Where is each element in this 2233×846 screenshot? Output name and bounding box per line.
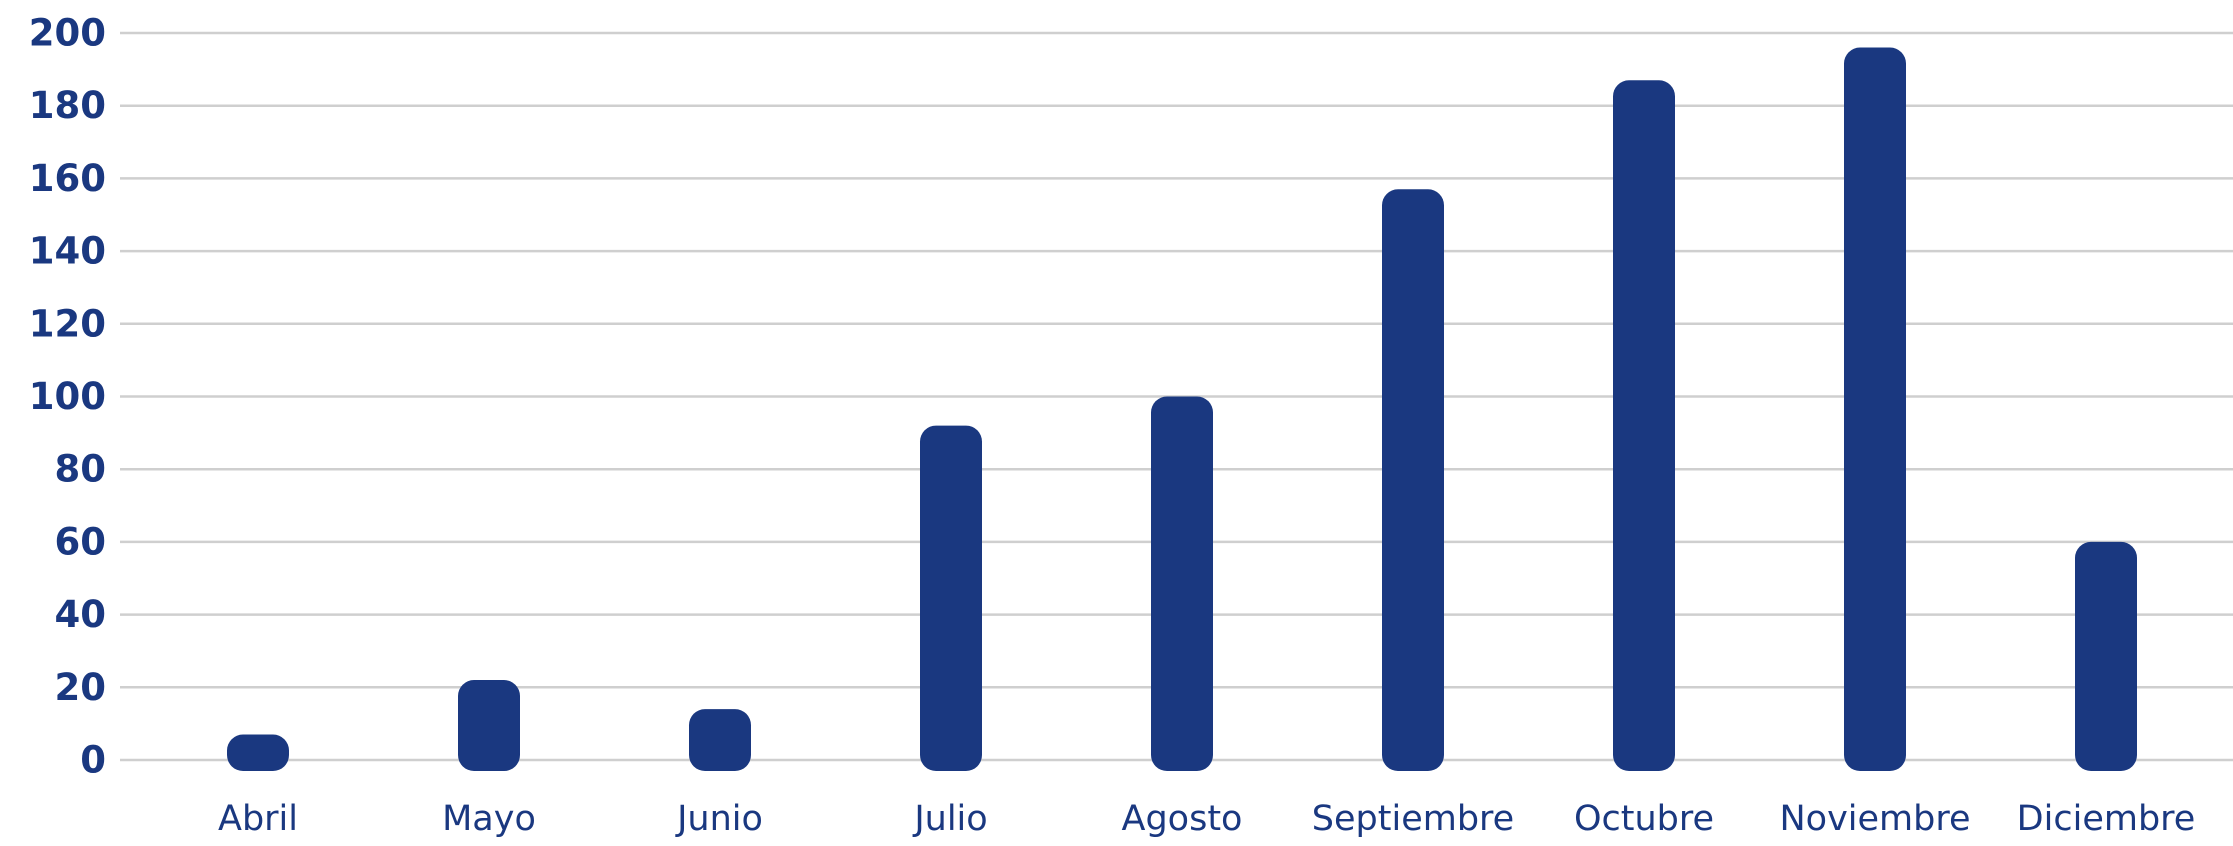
- x-tick-label-octubre: Octubre: [1574, 799, 1714, 839]
- bar-noviembre: [1844, 48, 1906, 771]
- bar-octubre: [1613, 80, 1675, 771]
- y-tick-label: 200: [29, 12, 106, 55]
- y-tick-label: 140: [29, 230, 106, 273]
- y-tick-label: 20: [55, 666, 107, 709]
- x-tick-label-agosto: Agosto: [1122, 799, 1243, 839]
- bar-junio: [689, 709, 751, 771]
- bar-mayo: [458, 680, 520, 771]
- x-tick-label-septiembre: Septiembre: [1312, 799, 1514, 839]
- y-tick-label: 100: [29, 375, 106, 418]
- y-tick-label: 60: [55, 520, 107, 563]
- x-tick-label-julio: Julio: [912, 799, 987, 839]
- bar-abril: [227, 735, 289, 771]
- y-tick-label: 40: [55, 593, 107, 636]
- y-tick-label: 180: [29, 84, 106, 127]
- y-tick-label: 120: [29, 302, 106, 345]
- y-tick-label: 0: [80, 739, 106, 782]
- y-tick-label: 80: [55, 448, 107, 491]
- x-tick-label-noviembre: Noviembre: [1779, 799, 1970, 839]
- bars: [227, 48, 2137, 771]
- y-axis-ticks: 0 20 40 60 80 100 120 140 160 180 200: [29, 12, 106, 782]
- x-tick-label-mayo: Mayo: [442, 799, 536, 839]
- x-tick-label-abril: Abril: [218, 799, 298, 839]
- bar-diciembre: [2075, 542, 2137, 771]
- y-tick-label: 160: [29, 157, 106, 200]
- bar-agosto: [1151, 397, 1213, 772]
- bar-julio: [920, 426, 982, 771]
- bar-septiembre: [1382, 189, 1444, 771]
- x-tick-label-junio: Junio: [675, 799, 763, 839]
- x-tick-label-diciembre: Diciembre: [2017, 799, 2196, 839]
- x-axis-ticks: Abril Mayo Junio Julio Agosto Septiembre Octub…: [218, 799, 2195, 839]
